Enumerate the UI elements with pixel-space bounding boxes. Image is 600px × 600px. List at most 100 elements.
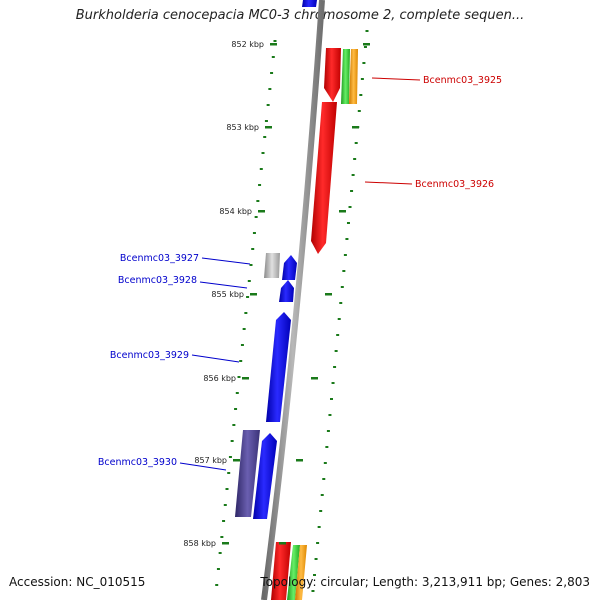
tick-mark: [222, 542, 229, 545]
gray-feature-3927[interactable]: [264, 253, 280, 278]
guide-dot: [216, 568, 220, 570]
guide-dot: [322, 478, 326, 480]
guide-dot: [228, 456, 232, 458]
label-leader-line: [364, 181, 413, 185]
reverse-gene-top-fragment[interactable]: [302, 0, 317, 7]
forward-gene-bottom[interactable]: [271, 542, 291, 600]
gene-label-bcenmc03-3927[interactable]: Bcenmc03_3927: [120, 253, 199, 264]
guide-dot: [345, 238, 349, 240]
topology-text: Topology: circular; Length: 3,213,911 bp…: [260, 575, 590, 589]
guide-dot: [273, 40, 277, 42]
guide-dot: [244, 312, 248, 314]
tick-label: 858 kbp: [183, 539, 216, 548]
guide-dot: [263, 136, 267, 138]
guide-dot: [225, 488, 229, 490]
guide-dot: [339, 302, 343, 304]
guide-dots: [215, 30, 369, 592]
guide-dot: [353, 158, 357, 160]
guide-dot: [261, 152, 265, 154]
orange-feature-bottom[interactable]: [295, 545, 307, 600]
tick-mark-outer: [352, 126, 359, 129]
guide-dot: [218, 552, 222, 554]
gene-label-bcenmc03-3926[interactable]: Bcenmc03_3926: [415, 179, 494, 190]
guide-dot: [325, 446, 329, 448]
guide-dot: [316, 542, 320, 544]
guide-dot: [336, 334, 340, 336]
guide-dot: [268, 88, 272, 90]
gene-arrow-bcenmc03-3925[interactable]: [324, 48, 341, 102]
guide-dot: [259, 168, 263, 170]
guide-dot: [256, 200, 260, 202]
guide-dot: [237, 376, 241, 378]
gene-label-bcenmc03-3925[interactable]: Bcenmc03_3925: [423, 75, 502, 86]
gene-label-bcenmc03-3930[interactable]: Bcenmc03_3930: [98, 457, 177, 468]
guide-dot: [333, 366, 337, 368]
tick-label: 853 kbp: [226, 123, 259, 132]
guide-dot: [348, 206, 352, 208]
guide-dot: [215, 584, 219, 586]
guide-dot: [329, 398, 333, 400]
guide-dot: [326, 430, 330, 432]
guide-dot: [311, 590, 315, 592]
tick-mark-outer: [363, 43, 370, 46]
guide-dot: [254, 216, 258, 218]
gene-label-bcenmc03-3929[interactable]: Bcenmc03_3929: [110, 350, 189, 361]
guide-dot: [252, 232, 256, 234]
guide-dot: [363, 46, 367, 48]
tick-mark-outer: [339, 210, 346, 213]
guide-dot: [334, 350, 338, 352]
guide-dot: [258, 184, 262, 186]
label-leader-line: [191, 354, 240, 363]
guide-dot: [319, 510, 323, 512]
tick-label: 857 kbp: [194, 456, 227, 465]
guide-dot: [234, 408, 238, 410]
guide-dot: [357, 110, 361, 112]
gene-label-group: Bcenmc03_3925 Bcenmc03_3926 Bcenmc03_3927 B…: [98, 75, 502, 471]
map-title: Burkholderia cenocepacia MC0-3 chromosom…: [75, 8, 525, 23]
tick-mark: [242, 377, 249, 380]
guide-dot: [342, 270, 346, 272]
guide-dot: [317, 526, 321, 528]
gene-arrow-bcenmc03-3928[interactable]: [279, 280, 294, 302]
label-leader-line: [201, 257, 251, 265]
purple-feature-3930[interactable]: [235, 430, 260, 517]
tick-mark-outer: [296, 459, 303, 462]
guide-dot: [222, 520, 226, 522]
tick-mark-outer: [325, 293, 332, 296]
orange-feature-3925[interactable]: [349, 49, 358, 104]
guide-dot: [266, 104, 270, 106]
accession-text: Accession: NC_010515: [9, 575, 146, 589]
guide-dot: [246, 296, 250, 298]
gene-arrow-bcenmc03-3929[interactable]: [266, 312, 291, 422]
gene-arrow-bcenmc03-3927[interactable]: [282, 255, 297, 280]
guide-dot: [313, 574, 317, 576]
tick-mark: [233, 459, 240, 462]
guide-dot: [331, 382, 335, 384]
guide-dot: [240, 344, 244, 346]
guide-dot: [264, 120, 268, 122]
tick-label: 854 kbp: [219, 207, 252, 216]
guide-dot: [270, 72, 274, 74]
green-feature-3925[interactable]: [341, 49, 350, 104]
tick-label: 852 kbp: [231, 40, 264, 49]
guide-dot: [271, 56, 275, 58]
tick-mark-outer: [311, 377, 318, 380]
green-feature-bottom[interactable]: [287, 545, 300, 600]
guide-dot: [365, 30, 369, 32]
gene-arrow-bcenmc03-3930[interactable]: [253, 433, 277, 519]
guide-dot: [323, 462, 327, 464]
chromosome-backbone: [261, 0, 325, 600]
guide-dot: [346, 222, 350, 224]
tick-mark: [265, 126, 272, 129]
guide-dot: [251, 248, 255, 250]
tick-label: 855 kbp: [211, 290, 244, 299]
guide-dot: [249, 264, 253, 266]
tick-mark-outer: [279, 542, 286, 545]
gene-arrow-bcenmc03-3926[interactable]: [311, 102, 337, 254]
guide-dot: [242, 328, 246, 330]
guide-dot: [362, 62, 366, 64]
gene-label-bcenmc03-3928[interactable]: Bcenmc03_3928: [118, 275, 197, 286]
tick-mark: [250, 293, 257, 296]
label-leader-line: [199, 281, 248, 289]
